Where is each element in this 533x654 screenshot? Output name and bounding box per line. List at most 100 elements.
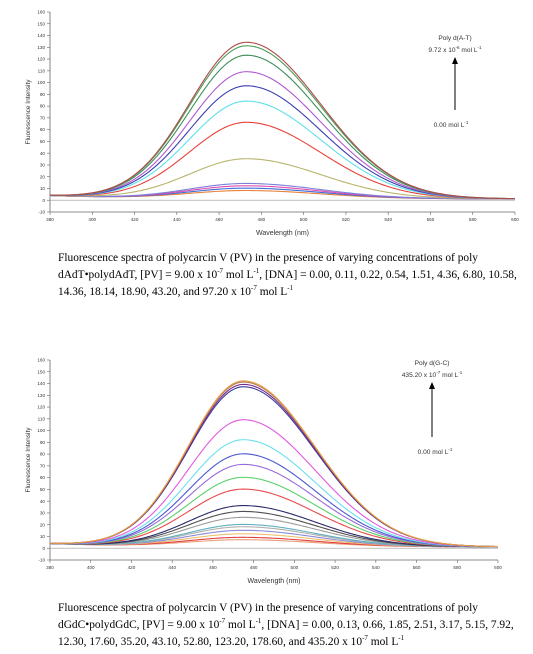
caption-2-text4: mol L xyxy=(367,636,399,648)
chart-1-x-tick-label: 440 xyxy=(173,217,181,222)
chart-2-x-tick-label: 600 xyxy=(494,565,502,570)
chart-2-y-tick-label: 80 xyxy=(40,452,46,457)
chart-1-annotation-top-value: 9.72 x 10-6 mol L-1 xyxy=(428,45,482,54)
chart-2-annotation: Poly d(G-C)435.20 x 10-7 mol L-10.00 mol… xyxy=(402,360,463,456)
chart-1-y-tick-label: 140 xyxy=(37,33,45,38)
chart-1-y-tick-label: 80 xyxy=(40,104,46,109)
chart-2-y-tick-label: 90 xyxy=(40,440,46,445)
caption-1-text4: mol L xyxy=(256,286,288,298)
chart-1-y-tick-label: 50 xyxy=(40,139,46,144)
chart-2-y-tick-label: 50 xyxy=(40,487,46,492)
chart-2-caption: Fluorescence spectra of polycarcin V (PV… xyxy=(58,602,528,649)
caption-2-exp4: -1 xyxy=(398,634,405,643)
chart-1-x-tick-label: 420 xyxy=(131,217,139,222)
chart-1-annotation-top-unit-exp: -1 xyxy=(478,45,482,50)
chart-1-annotation-top-unit: mol L xyxy=(460,47,478,54)
chart-1-annotation: Poly d(A-T)9.72 x 10-6 mol L-10.00 mol L… xyxy=(428,35,482,129)
chart-1-series-line-12 xyxy=(49,41,516,200)
chart-2-x-tick-label: 440 xyxy=(168,565,176,570)
chart-2-annotation-bottom-number: 0.00 mol L xyxy=(418,449,449,456)
chart-1-series-line-9 xyxy=(49,71,516,200)
chart-2-y-tick-label: 110 xyxy=(38,416,46,421)
caption-2-text: Fluorescence spectra of polycarcin V (PV… xyxy=(58,602,478,631)
chart-2-y-tick-label: 150 xyxy=(37,369,45,374)
chart-1-y-axis-label: Fluorescence Intensity xyxy=(25,79,32,145)
caption-1-text: Fluorescence spectra of polycarcin V (PV… xyxy=(58,252,478,281)
chart-1-x-tick-label: 460 xyxy=(215,217,223,222)
chart-1-x-tick-label: 380 xyxy=(46,217,54,222)
chart-1-svg: -10 0 10 20 30 40 50 60 70 80 90 100 110 120 130 140 150… xyxy=(25,10,519,237)
chart-1-y-tick-label: 30 xyxy=(40,163,46,168)
chart-2-y-tick-label: 70 xyxy=(40,463,46,468)
chart-2-annotation-top-label: Poly d(G-C) xyxy=(415,360,450,367)
chart-1-annotation-top-exp: -6 xyxy=(456,45,460,50)
chart-1-y-tick-label: 110 xyxy=(38,68,46,73)
caption-1-exp2: -1 xyxy=(253,267,260,276)
chart-2-x-tick-label: 580 xyxy=(453,565,461,570)
chart-2-annotation-arrowhead xyxy=(429,382,435,389)
caption-1-exp3: -7 xyxy=(251,284,257,293)
chart-2-x-tick-label: 380 xyxy=(46,565,54,570)
chart-panel-2: -10 0 10 20 30 40 50 60 70 80 90 100 110 120 130 140 150… xyxy=(0,350,533,654)
chart-2-series-line-18 xyxy=(49,381,499,548)
chart-1-x-tick-label: 580 xyxy=(469,217,477,222)
chart-2-x-tick-label: 500 xyxy=(291,565,299,570)
chart-2-annotation-top-unit-exp: -1 xyxy=(458,370,462,375)
chart-2-y-tick-label: 120 xyxy=(37,405,45,410)
chart-2-x-tick-label: 520 xyxy=(331,565,339,570)
chart-2-annotation-bottom-exp: -1 xyxy=(448,447,452,452)
chart-1-y-tick-label: 160 xyxy=(37,10,45,15)
chart-2-annotation-top-value: 435.20 x 10-7 mol L-1 xyxy=(402,370,463,379)
chart-2-annotation-top-unit: mol L xyxy=(440,372,458,379)
chart-1-annotation-top-label: Poly d(A-T) xyxy=(438,35,471,42)
chart-1-x-tick-label: 480 xyxy=(258,217,266,222)
chart-1-annotation-arrowhead xyxy=(452,57,458,64)
caption-1-exp4: -1 xyxy=(287,284,294,293)
chart-2-y-tick-label: 40 xyxy=(40,499,46,504)
chart-1-y-tick-label: 70 xyxy=(40,115,46,120)
caption-1-text3: , [DNA] = 0.00, 0.11, 0.22, 0.54, 1.51, … xyxy=(58,269,517,298)
caption-1-exp1: -7 xyxy=(217,267,224,276)
caption-2-exp2: -1 xyxy=(255,617,262,626)
chart-1-annotation-bottom-exp: -1 xyxy=(464,120,468,125)
chart-1-y-tick-label: 100 xyxy=(37,80,45,85)
chart-2-series-line-9 xyxy=(49,505,499,548)
chart-2-svg: -10 0 10 20 30 40 50 60 70 80 90 100 110 120 130 140 150… xyxy=(25,358,502,585)
chart-2-x-tick-label: 400 xyxy=(87,565,95,570)
chart-2-annotation-top-number: 435.20 x 10 xyxy=(402,372,437,379)
caption-1-text2: mol L xyxy=(223,269,254,281)
chart-1-annotation-bottom-value: 0.00 mol L-1 xyxy=(434,120,469,129)
caption-2-text2: mol L xyxy=(225,619,256,631)
chart-1-caption: Fluorescence spectra of polycarcin V (PV… xyxy=(58,252,528,299)
chart-2-x-tick-label: 420 xyxy=(128,565,136,570)
chart-1-series-line-5 xyxy=(49,158,516,200)
chart-1-x-tick-label: 600 xyxy=(511,217,519,222)
caption-2-exp3: -7 xyxy=(362,634,368,643)
chart-2-annotation-top-exp: -7 xyxy=(436,370,440,375)
chart-2-annotation-bottom-value: 0.00 mol L-1 xyxy=(418,447,453,456)
chart-2-y-axis-label: Fluorescence Intensity xyxy=(25,427,32,493)
caption-2-exp1: -7 xyxy=(219,617,226,626)
chart-1-y-tick-label: 20 xyxy=(40,174,46,179)
chart-2-series-line-19 xyxy=(49,380,499,548)
chart-1-y-tick-label: 0 xyxy=(42,198,45,203)
chart-1-x-axis-label: Wavelength (nm) xyxy=(256,230,309,237)
chart-2-y-tick-label: 0 xyxy=(42,546,45,551)
chart-1-annotation-top-number: 9.72 x 10 xyxy=(428,47,455,54)
chart-1-x-tick-label: 500 xyxy=(300,217,308,222)
chart-1-series-line-4 xyxy=(49,182,515,200)
chart-panel-1: -10 0 10 20 30 40 50 60 70 80 90 100 110 120 130 140 150… xyxy=(0,0,533,300)
chart-2-series-line-15 xyxy=(49,419,499,548)
chart-2-x-tick-label: 560 xyxy=(413,565,421,570)
chart-1-series-line-8 xyxy=(49,85,516,200)
chart-2-x-axis-label: Wavelength (nm) xyxy=(247,578,300,585)
chart-1-y-tick-label: 40 xyxy=(40,151,46,156)
chart-1-series-line-6 xyxy=(49,121,516,200)
chart-2-y-tick-label: -10 xyxy=(38,558,45,563)
chart-1-annotation-bottom-number: 0.00 mol L xyxy=(434,122,465,129)
chart-2-x-tick-label: 540 xyxy=(372,565,380,570)
chart-2-series-line-16 xyxy=(49,386,499,548)
chart-2-x-tick-label: 480 xyxy=(250,565,258,570)
chart-2-y-tick-label: 100 xyxy=(37,428,45,433)
chart-1-x-tick-label: 560 xyxy=(427,217,435,222)
